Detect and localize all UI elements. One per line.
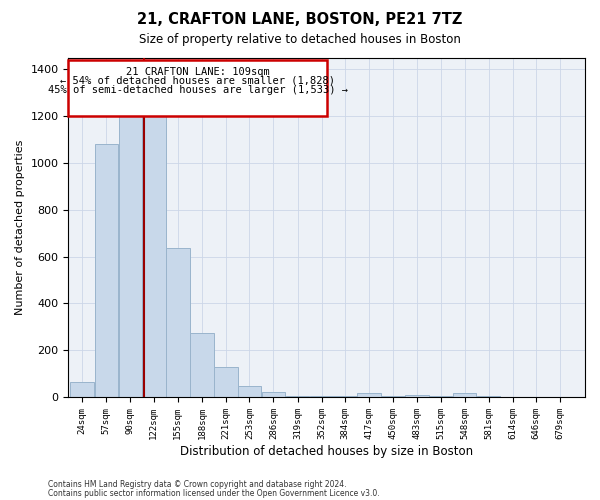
Text: 21, CRAFTON LANE, BOSTON, PE21 7TZ: 21, CRAFTON LANE, BOSTON, PE21 7TZ: [137, 12, 463, 28]
Text: Size of property relative to detached houses in Boston: Size of property relative to detached ho…: [139, 32, 461, 46]
Bar: [429, 396, 452, 397]
Bar: [262, 392, 285, 397]
Bar: [406, 394, 429, 397]
Bar: [382, 396, 405, 397]
Bar: [190, 332, 214, 397]
Bar: [95, 144, 118, 397]
Bar: [238, 386, 261, 397]
Bar: [166, 248, 190, 397]
Text: Contains HM Land Registry data © Crown copyright and database right 2024.: Contains HM Land Registry data © Crown c…: [48, 480, 347, 489]
Bar: [142, 109, 166, 397]
Bar: [310, 396, 334, 397]
X-axis label: Distribution of detached houses by size in Boston: Distribution of detached houses by size …: [180, 444, 473, 458]
Text: ← 54% of detached houses are smaller (1,828): ← 54% of detached houses are smaller (1,…: [61, 76, 335, 86]
Bar: [477, 396, 500, 397]
Bar: [453, 394, 476, 397]
Text: 45% of semi-detached houses are larger (1,533) →: 45% of semi-detached houses are larger (…: [48, 85, 348, 95]
Bar: [214, 366, 238, 397]
Bar: [70, 382, 94, 397]
Y-axis label: Number of detached properties: Number of detached properties: [15, 140, 25, 315]
Bar: [286, 396, 310, 397]
Bar: [119, 109, 142, 397]
Bar: [357, 394, 381, 397]
Text: 21 CRAFTON LANE: 109sqm: 21 CRAFTON LANE: 109sqm: [126, 67, 270, 77]
Bar: [333, 396, 357, 397]
Bar: [68, 60, 328, 116]
Text: Contains public sector information licensed under the Open Government Licence v3: Contains public sector information licen…: [48, 488, 380, 498]
